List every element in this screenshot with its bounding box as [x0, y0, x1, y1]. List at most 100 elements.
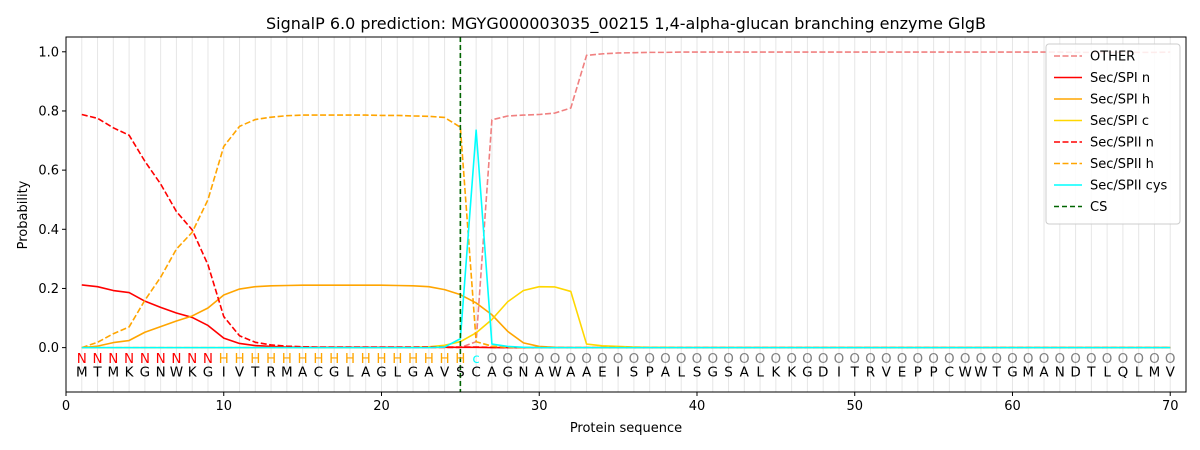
region-label: O — [786, 351, 797, 367]
region-label: O — [723, 351, 734, 367]
legend-label: Sec/SPII cys — [1090, 179, 1168, 194]
residue-label: G — [708, 365, 718, 381]
residue-label: G — [1007, 365, 1017, 381]
legend-label: Sec/SPI h — [1090, 93, 1150, 108]
residue-label: D — [1070, 365, 1080, 381]
region-label: O — [581, 351, 592, 367]
residue-label: V — [440, 365, 450, 381]
residue-label: R — [266, 365, 275, 381]
y-tick-label: 1.0 — [38, 45, 59, 60]
region-label: O — [597, 351, 608, 367]
region-label: H — [282, 351, 292, 367]
residue-label: I — [616, 365, 620, 381]
x-tick-label: 30 — [531, 399, 548, 414]
region-label: H — [345, 351, 355, 367]
residue-label: V — [235, 365, 245, 381]
residue-label: W — [958, 365, 971, 381]
residue-label: G — [802, 365, 812, 381]
residue-label: M — [281, 365, 293, 381]
region-label: H — [408, 351, 418, 367]
residue-label: T — [250, 365, 260, 381]
x-tick-label: 40 — [689, 399, 706, 414]
residue-label: W — [170, 365, 183, 381]
region-label: O — [865, 351, 876, 367]
y-tick-label: 0.8 — [38, 104, 59, 119]
residue-label: A — [740, 365, 750, 381]
region-label: N — [77, 351, 87, 367]
x-axis-label: Protein sequence — [570, 421, 682, 436]
residue-label: L — [756, 365, 764, 381]
region-label: O — [692, 351, 703, 367]
residue-label: T — [1086, 365, 1096, 381]
residue-label: T — [992, 365, 1002, 381]
residue-label: M — [107, 365, 119, 381]
region-label: N — [171, 351, 181, 367]
residue-label: K — [125, 365, 135, 381]
plot-background — [66, 37, 1186, 392]
region-label: O — [676, 351, 687, 367]
region-label: O — [644, 351, 655, 367]
residue-label: N — [156, 365, 166, 381]
residue-label: S — [724, 365, 733, 381]
legend-label: Sec/SPII n — [1090, 136, 1154, 151]
region-label: O — [518, 351, 529, 367]
region-label: O — [1149, 351, 1160, 367]
region-label: O — [802, 351, 813, 367]
residue-label: R — [866, 365, 875, 381]
region-label: O — [755, 351, 766, 367]
residue-label: P — [646, 365, 654, 381]
region-label: O — [897, 351, 908, 367]
y-tick-label: 0.4 — [38, 223, 59, 238]
residue-label: P — [914, 365, 922, 381]
x-tick-label: 0 — [62, 399, 70, 414]
residue-label: K — [188, 365, 198, 381]
region-label: H — [392, 351, 402, 367]
residue-label: Q — [1118, 365, 1129, 381]
residue-label: L — [677, 365, 685, 381]
series-layer — [81, 37, 1171, 392]
residue-label: C — [314, 365, 323, 381]
residue-label: A — [582, 365, 592, 381]
region-label: O — [1070, 351, 1081, 367]
residue-label: E — [898, 365, 907, 381]
region-label: N — [156, 351, 166, 367]
residue-label: D — [818, 365, 828, 381]
region-label: O — [613, 351, 624, 367]
region-label: O — [960, 351, 971, 367]
residue-label: S — [693, 365, 702, 381]
legend-label: Sec/SPI n — [1090, 71, 1150, 86]
region-label: O — [502, 351, 513, 367]
residue-label: N — [518, 365, 528, 381]
region-label: N — [140, 351, 150, 367]
residue-label: K — [771, 365, 781, 381]
region-label: O — [1102, 351, 1113, 367]
axes: 0 10 20 30 40 50 60 70 0.0 0.2 0.4 0.6 0.8 1.0 — [38, 36, 1187, 414]
region-label: H — [298, 351, 308, 367]
region-label: O — [739, 351, 750, 367]
residue-label: S — [456, 365, 465, 381]
residue-label: G — [140, 365, 150, 381]
region-label: O — [881, 351, 892, 367]
residue-label: A — [424, 365, 434, 381]
region-label: H — [424, 351, 434, 367]
region-label: N — [108, 351, 118, 367]
region-label: H — [250, 351, 260, 367]
residue-label: A — [1039, 365, 1049, 381]
residue-label: L — [346, 365, 354, 381]
region-label: O — [913, 351, 924, 367]
x-tick-label: 10 — [215, 399, 232, 414]
residue-label: M — [1149, 365, 1161, 381]
region-label: N — [92, 351, 102, 367]
region-label: O — [976, 351, 987, 367]
residue-label: K — [787, 365, 797, 381]
residue-label: N — [1055, 365, 1065, 381]
region-label: O — [849, 351, 860, 367]
residue-label: G — [329, 365, 339, 381]
residue-label: L — [1135, 365, 1143, 381]
y-axis-label: Probability — [16, 180, 31, 249]
residue-label: M — [76, 365, 88, 381]
region-label: H — [266, 351, 276, 367]
residue-label: A — [535, 365, 545, 381]
region-label: O — [1007, 351, 1018, 367]
region-label: H — [361, 351, 371, 367]
